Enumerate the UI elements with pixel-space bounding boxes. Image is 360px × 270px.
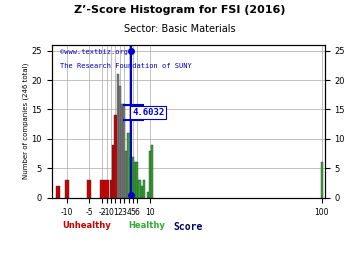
Text: Unhealthy: Unhealthy (63, 221, 111, 230)
Bar (125, 151, 127, 198)
Bar (143, 180, 145, 198)
Bar (65, 180, 69, 198)
Bar (147, 192, 149, 198)
Bar (121, 104, 123, 198)
Bar (132, 157, 134, 198)
Bar (321, 163, 323, 198)
Text: 4.6032: 4.6032 (132, 108, 165, 117)
Text: Sector: Basic Materials: Sector: Basic Materials (124, 24, 236, 34)
Bar (104, 180, 109, 198)
Bar (112, 145, 114, 198)
Bar (100, 180, 104, 198)
Text: Z’-Score Histogram for FSI (2016): Z’-Score Histogram for FSI (2016) (74, 5, 286, 15)
Bar (114, 115, 117, 198)
Bar (87, 180, 91, 198)
Bar (119, 86, 121, 198)
Bar (151, 145, 153, 198)
Text: Healthy: Healthy (129, 221, 166, 230)
Bar (117, 74, 119, 198)
Bar (123, 104, 125, 198)
Bar (141, 186, 143, 198)
Bar (139, 180, 141, 198)
Bar (110, 180, 112, 198)
Bar (134, 163, 136, 198)
Bar (149, 151, 151, 198)
Bar (136, 163, 139, 198)
Bar (56, 186, 60, 198)
Text: The Research Foundation of SUNY: The Research Foundation of SUNY (60, 63, 192, 69)
Text: ©www.textbiz.org: ©www.textbiz.org (60, 49, 128, 55)
Y-axis label: Number of companies (246 total): Number of companies (246 total) (22, 63, 29, 180)
Bar (130, 157, 132, 198)
X-axis label: Score: Score (174, 222, 203, 232)
Bar (127, 133, 130, 198)
